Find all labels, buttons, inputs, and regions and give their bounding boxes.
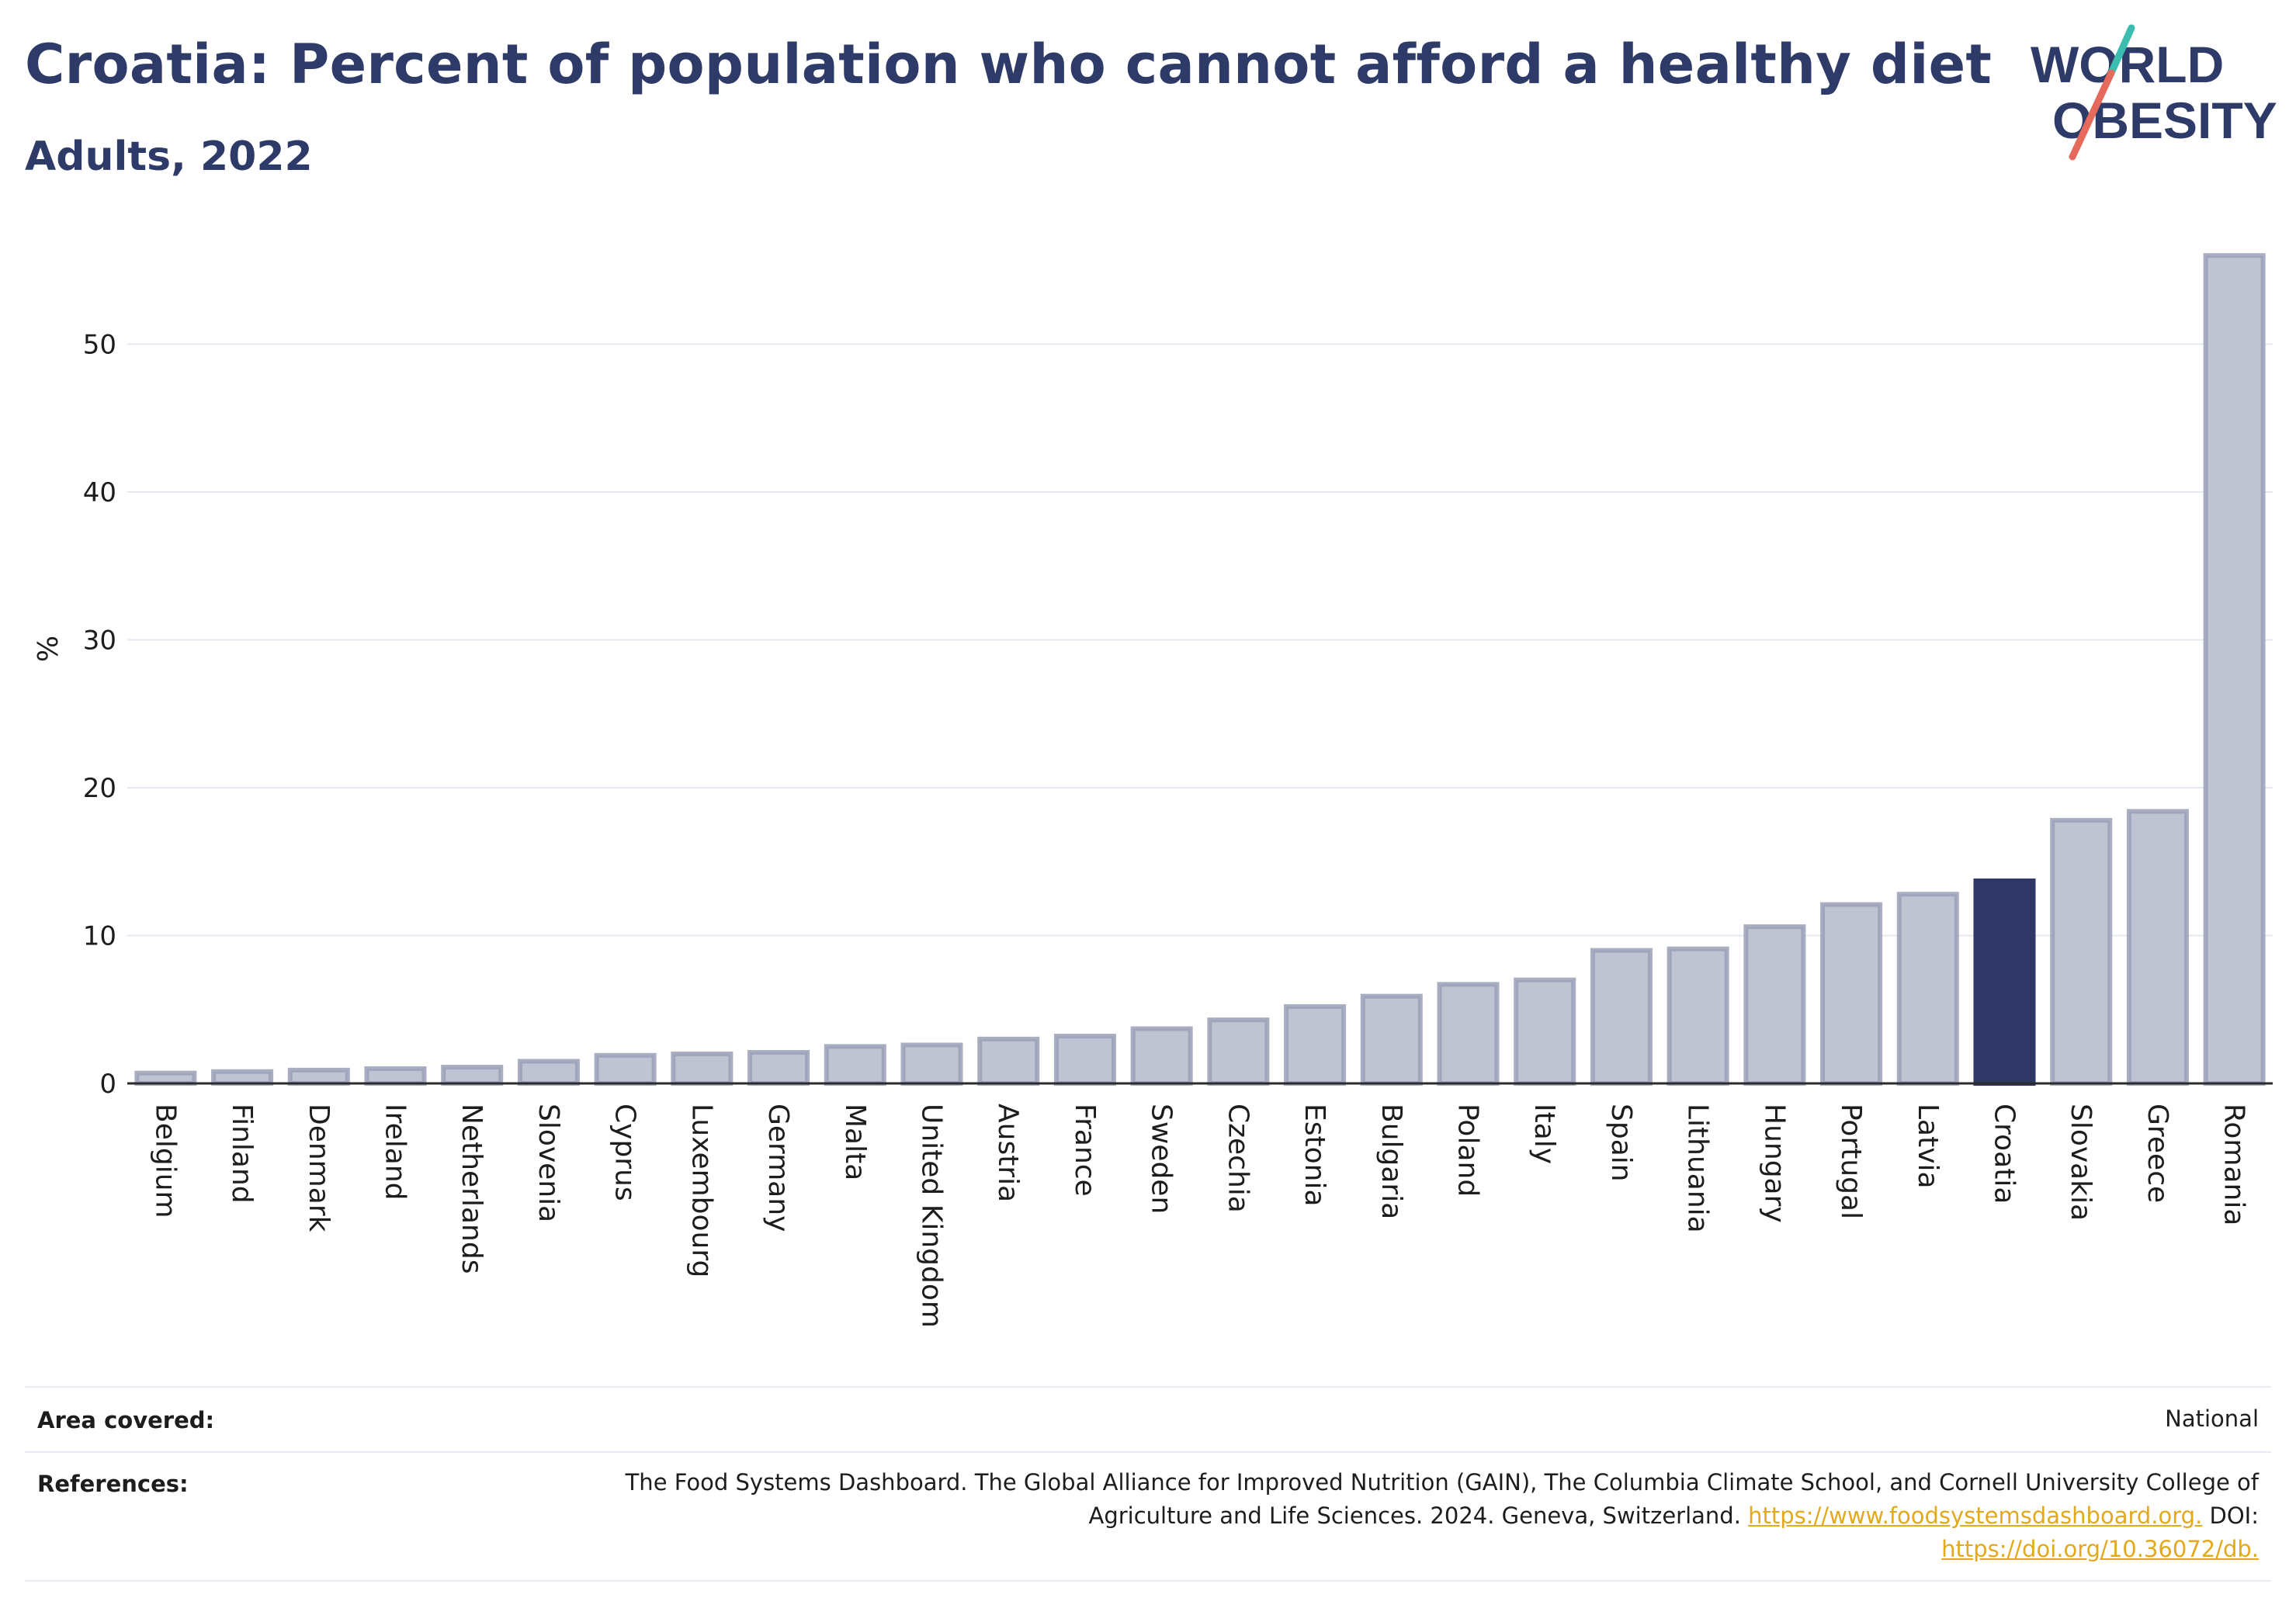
footer-divider-top (25, 1386, 2271, 1388)
x-tick-label: Hungary (1758, 1104, 1790, 1223)
footer-divider-mid (25, 1451, 2271, 1453)
bar-malta[interactable] (824, 1044, 886, 1086)
x-tick-label: Bulgaria (1375, 1104, 1407, 1219)
y-tick-label: 10 (83, 921, 116, 952)
bar-slovakia[interactable] (2050, 817, 2113, 1087)
bar-bulgaria[interactable] (1360, 993, 1423, 1086)
y-tick-label: 50 (83, 330, 116, 361)
references-doi-label: DOI: (2209, 1502, 2259, 1529)
x-tick-label: Malta (839, 1104, 871, 1180)
bars-layer (134, 253, 2266, 1087)
bar-hungary[interactable] (1743, 924, 1806, 1086)
x-tick-label: Ireland (380, 1104, 411, 1201)
bar-chart: 0 10 20 30 40 50 Belgium Finland Denmark Ireland N… (33, 253, 2273, 1328)
bar-czechia[interactable] (1207, 1017, 1270, 1086)
axis-layer: 0 10 20 30 40 50 Belgium Finland Denmark Ireland N… (83, 330, 2273, 1328)
bar-netherlands[interactable] (441, 1065, 504, 1087)
x-tick-label: Finland (226, 1104, 258, 1204)
bar-slovenia[interactable] (517, 1059, 580, 1087)
bar-poland[interactable] (1437, 982, 1500, 1086)
chart-title: Croatia: Percent of population who canno… (25, 33, 1993, 96)
bar-germany[interactable] (747, 1049, 810, 1086)
y-tick-label: 20 (83, 773, 116, 804)
x-tick-label: Sweden (1146, 1104, 1177, 1214)
bar-portugal[interactable] (1820, 902, 1883, 1086)
bar-romania[interactable] (2203, 253, 2266, 1087)
bar-france[interactable] (1053, 1034, 1116, 1087)
x-tick-label: Croatia (1989, 1104, 2020, 1204)
bar-latvia[interactable] (1896, 892, 1959, 1087)
x-tick-label: Latvia (1912, 1104, 1944, 1189)
x-tick-label: Slovenia (532, 1104, 564, 1222)
bar-croatia[interactable] (1973, 879, 2036, 1086)
references-link-doi[interactable]: https://doi.org/10.36072/db. (1941, 1536, 2259, 1562)
x-tick-label: Romania (2218, 1104, 2250, 1225)
bar-denmark[interactable] (287, 1067, 350, 1086)
bar-ireland[interactable] (364, 1066, 427, 1086)
x-tick-label: Spain (1605, 1104, 1637, 1182)
x-tick-label: Slovakia (2065, 1104, 2097, 1221)
y-tick-label: 0 (99, 1069, 116, 1100)
bar-lithuania[interactable] (1667, 946, 1729, 1087)
x-tick-label: Germany (762, 1104, 794, 1232)
x-tick-label: Czechia (1222, 1104, 1254, 1213)
bar-austria[interactable] (977, 1036, 1040, 1086)
world-obesity-logo[interactable]: WORLD OBESITY (2018, 23, 2282, 163)
references-text: The Food Systems Dashboard. The Global A… (625, 1469, 2259, 1529)
y-tick-label: 30 (83, 626, 116, 657)
references-text-block: The Food Systems Dashboard. The Global A… (590, 1466, 2259, 1566)
x-tick-label: Italy (1528, 1104, 1560, 1164)
x-tick-label: Poland (1452, 1104, 1484, 1197)
x-tick-label: Austria (992, 1104, 1024, 1202)
references-link-dashboard[interactable]: https://www.foodsystemsdashboard.org. (1748, 1502, 2203, 1529)
x-tick-label: Luxembourg (685, 1104, 717, 1277)
bar-united-kingdom[interactable] (900, 1042, 963, 1086)
bar-sweden[interactable] (1130, 1026, 1193, 1087)
bar-luxembourg[interactable] (671, 1051, 734, 1087)
x-tick-label: United Kingdom (916, 1104, 948, 1328)
bar-estonia[interactable] (1284, 1003, 1347, 1086)
area-covered-value: National (2165, 1405, 2259, 1432)
x-tick-label: Cyprus (609, 1104, 641, 1201)
bar-cyprus[interactable] (594, 1052, 657, 1087)
y-axis-title: % (33, 636, 64, 662)
x-tick-label: Belgium (149, 1104, 181, 1218)
x-tick-label: France (1069, 1104, 1101, 1197)
bar-greece[interactable] (2126, 809, 2189, 1086)
y-tick-label: 40 (83, 477, 116, 508)
x-tick-label: Portugal (1835, 1104, 1867, 1219)
references-label: References: (37, 1471, 189, 1497)
bar-belgium[interactable] (134, 1070, 197, 1087)
bar-italy[interactable] (1514, 977, 1576, 1087)
x-tick-label: Estonia (1299, 1104, 1330, 1207)
area-covered-label: Area covered: (37, 1407, 215, 1433)
bar-spain[interactable] (1590, 948, 1653, 1087)
x-tick-label: Denmark (303, 1104, 335, 1232)
x-tick-label: Netherlands (456, 1104, 487, 1274)
chart-subtitle: Adults, 2022 (25, 133, 313, 180)
logo-slash-coral (2069, 69, 2115, 161)
x-tick-label: Greece (2142, 1104, 2173, 1203)
bar-finland[interactable] (211, 1069, 274, 1087)
x-tick-label: Lithuania (1682, 1104, 1714, 1233)
footer-divider-bottom (25, 1580, 2271, 1582)
logo-slash-teal (2107, 24, 2135, 77)
grid-layer (127, 343, 2273, 937)
